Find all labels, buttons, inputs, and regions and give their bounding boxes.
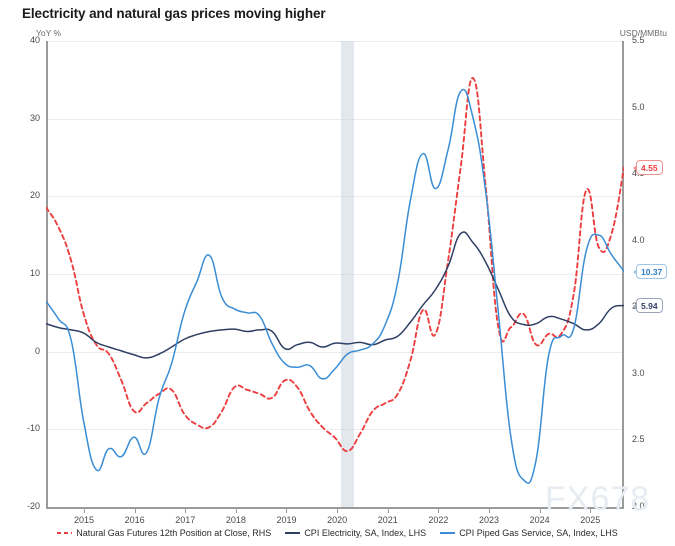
left-axis-tick-label: 30 <box>29 112 40 123</box>
x-axis-tick-mark <box>185 507 187 513</box>
x-axis-tick-label: 2019 <box>276 515 297 525</box>
left-axis-tick-label: 20 <box>29 190 40 201</box>
bottom-axis-line <box>46 507 624 509</box>
x-axis-tick-label: 2015 <box>73 515 94 525</box>
x-axis-tick-label: 2022 <box>428 515 449 525</box>
series-lines <box>46 77 624 484</box>
x-axis-tick-label: 2017 <box>175 515 196 525</box>
right-axis-tick-label: 5.5 <box>632 35 645 45</box>
legend-label: CPI Piped Gas Service, SA, Index, LHS <box>459 528 618 538</box>
x-axis-tick-mark <box>235 507 237 513</box>
right-axis-tick-label: 3.0 <box>632 367 645 378</box>
x-axis-tick-mark <box>387 507 389 513</box>
value-callout: 5.94 <box>633 298 663 314</box>
right-axis-tick-label: 2.5 <box>632 434 645 445</box>
x-axis-tick-mark <box>590 507 592 513</box>
legend-item[interactable]: CPI Electricity, SA, Index, LHS <box>285 528 426 538</box>
right-axis-tick-label: 2.0 <box>632 501 645 511</box>
gridline <box>46 41 624 42</box>
x-axis-tick-label: 2025 <box>580 515 601 525</box>
gridline <box>46 118 624 120</box>
left-axis-tick-label: 10 <box>29 268 40 278</box>
x-axis-tick-mark <box>438 507 440 513</box>
gridline <box>46 196 624 198</box>
left-axis-tick-label: -10 <box>26 423 40 434</box>
x-axis-tick-mark <box>83 507 85 513</box>
x-axis-tick-label: 2024 <box>529 515 550 525</box>
legend-item[interactable]: CPI Piped Gas Service, SA, Index, LHS <box>440 528 618 538</box>
x-axis-tick-mark <box>337 507 339 513</box>
left-axis-line <box>46 41 48 508</box>
series-line <box>46 88 624 484</box>
recession-band <box>341 41 354 507</box>
right-axis-line <box>622 41 624 508</box>
x-axis-tick-label: 2021 <box>377 515 398 525</box>
legend-item[interactable]: Natural Gas Futures 12th Position at Clo… <box>57 528 271 538</box>
legend-label: CPI Electricity, SA, Index, LHS <box>304 528 427 538</box>
chart-legend: Natural Gas Futures 12th Position at Clo… <box>0 528 675 538</box>
series-line <box>46 77 624 453</box>
right-axis-tick-label: 5.0 <box>632 101 645 112</box>
gridline <box>46 351 624 353</box>
left-axis-caption: YoY % <box>36 28 62 38</box>
page-title: Electricity and natural gas prices movin… <box>22 6 326 21</box>
x-axis-tick-mark <box>286 507 288 513</box>
right-axis-caption: USD/MMBtu <box>619 28 667 38</box>
x-axis-tick-mark <box>539 507 541 513</box>
x-axis-tick-label: 2020 <box>327 515 348 525</box>
left-axis-tick-label: -20 <box>26 501 40 511</box>
x-axis-tick-label: 2016 <box>124 515 145 525</box>
gridline <box>46 429 624 431</box>
x-axis-tick-label: 2023 <box>478 515 499 525</box>
x-axis-tick-label: 2018 <box>225 515 246 525</box>
legend-label: Natural Gas Futures 12th Position at Clo… <box>76 528 272 538</box>
plot-area <box>46 41 624 508</box>
gridline <box>46 274 624 275</box>
x-axis-tick-mark <box>134 507 136 513</box>
left-axis-tick-label: 0 <box>34 345 40 356</box>
x-axis-tick-mark <box>488 507 490 513</box>
value-callout: 4.55 <box>633 159 663 175</box>
left-axis-tick-label: 40 <box>29 35 40 45</box>
right-axis-tick-label: 4.0 <box>632 234 645 245</box>
series-line <box>46 231 624 359</box>
value-callout: 10.37 <box>632 263 668 279</box>
